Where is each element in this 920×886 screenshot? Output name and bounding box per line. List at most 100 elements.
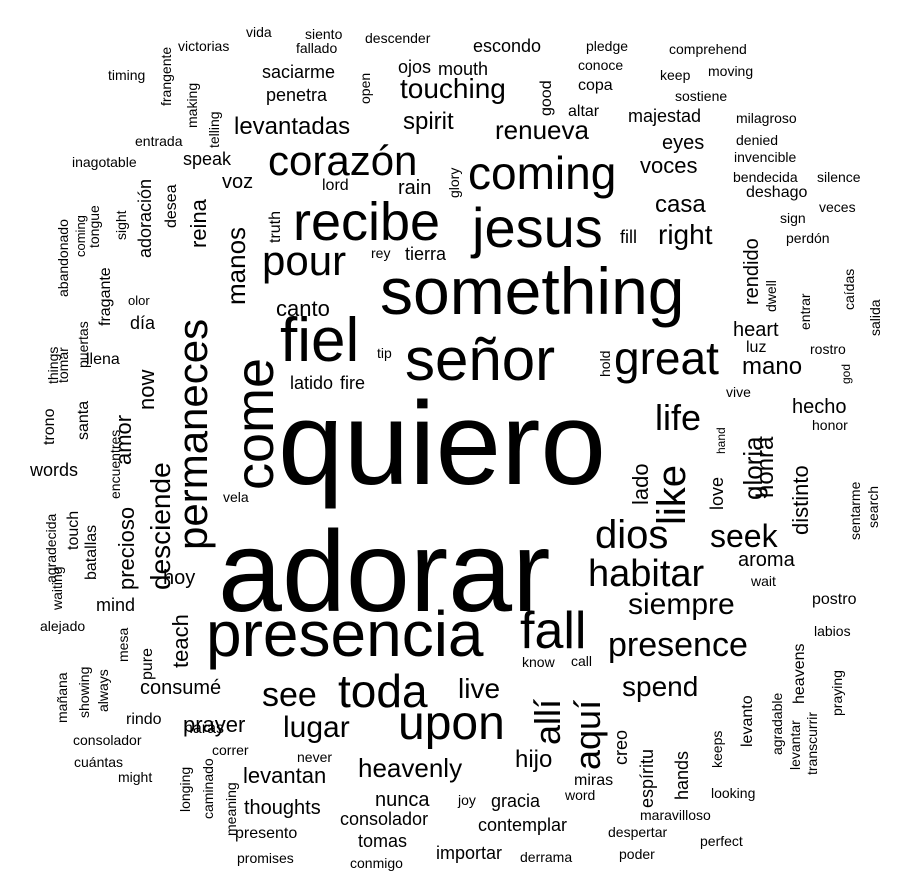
cloud-word: great: [614, 332, 719, 384]
cloud-word: renueva: [495, 115, 589, 145]
cloud-word: habitar: [588, 553, 705, 595]
cloud-word: frangente: [158, 46, 174, 106]
cloud-word: levanto: [739, 695, 756, 747]
cloud-word: santa: [75, 400, 92, 440]
cloud-word: fill: [620, 227, 637, 247]
cloud-word: lord: [322, 177, 349, 194]
cloud-word: recibe: [293, 192, 441, 252]
cloud-word: hand: [714, 427, 728, 454]
cloud-word: harás: [184, 720, 225, 737]
cloud-word: presento: [235, 825, 298, 842]
cloud-word: rindo: [126, 711, 162, 728]
cloud-word: sight: [113, 210, 129, 240]
cloud-word: derrama: [520, 849, 573, 865]
cloud-word: victorias: [178, 38, 230, 54]
cloud-word: milagroso: [736, 110, 797, 126]
cloud-word: fragante: [97, 267, 114, 326]
cloud-word: trono: [41, 408, 58, 445]
cloud-word: jesus: [472, 196, 603, 259]
cloud-word: entrada: [135, 133, 183, 149]
cloud-word: right: [658, 219, 713, 250]
cloud-word: agradable: [769, 692, 785, 755]
cloud-word: heavens: [791, 643, 808, 705]
cloud-word: altar: [568, 103, 600, 120]
cloud-word: honor: [812, 417, 848, 433]
cloud-word: might: [118, 769, 153, 785]
cloud-word: words: [30, 460, 79, 480]
cloud-word: vive: [726, 384, 751, 400]
cloud-word: postro: [812, 591, 857, 608]
cloud-word: promises: [237, 850, 294, 866]
cloud-word: quiero: [278, 378, 607, 510]
cloud-word: moving: [708, 63, 754, 79]
cloud-word: deshago: [746, 184, 808, 201]
cloud-word: mind: [96, 595, 136, 615]
cloud-word: consolador: [340, 809, 429, 829]
cloud-word: showing: [76, 666, 92, 718]
cloud-word: vida: [246, 24, 272, 40]
cloud-word: majestad: [628, 106, 702, 126]
cloud-word: casa: [655, 191, 706, 218]
cloud-word: sentarme: [847, 481, 863, 540]
cloud-word: life: [655, 397, 702, 438]
cloud-word: ojos: [398, 57, 432, 77]
cloud-word: seek: [710, 518, 778, 554]
cloud-word: encuentres: [107, 429, 123, 499]
cloud-word: telling: [206, 111, 222, 148]
cloud-word: penetra: [266, 85, 328, 105]
cloud-word: invencible: [734, 149, 797, 165]
cloud-word: transcurrir: [804, 711, 820, 775]
cloud-word: batallas: [83, 524, 100, 580]
cloud-word: siempre: [628, 588, 735, 621]
cloud-word: voz: [222, 171, 254, 193]
cloud-word: lado: [628, 463, 653, 505]
cloud-word: consumé: [140, 677, 222, 699]
cloud-word: live: [458, 673, 501, 704]
cloud-word: contemplar: [478, 815, 568, 835]
cloud-word: honra: [752, 436, 779, 498]
cloud-word: hoy: [163, 567, 196, 589]
cloud-word: distinto: [788, 465, 813, 535]
cloud-word: veces: [819, 199, 856, 215]
cloud-word: canto: [276, 296, 330, 321]
cloud-word: toda: [338, 665, 428, 717]
cloud-word: god: [839, 363, 853, 384]
cloud-word: hands: [672, 750, 692, 800]
cloud-word: precioso: [114, 506, 139, 590]
cloud-word: sostiene: [675, 88, 728, 104]
cloud-word: levantan: [243, 763, 327, 788]
cloud-word: inagotable: [72, 154, 137, 170]
cloud-word: fallado: [296, 40, 338, 56]
cloud-word: creo: [611, 729, 631, 765]
cloud-word: touching: [400, 73, 506, 104]
cloud-word: longing: [177, 766, 193, 812]
cloud-word: teach: [168, 614, 193, 668]
cloud-word: spirit: [403, 108, 454, 135]
cloud-word: correr: [212, 742, 249, 758]
cloud-word: know: [522, 654, 555, 670]
cloud-word: praying: [829, 670, 845, 716]
cloud-word: speak: [183, 149, 232, 169]
cloud-word: señor: [405, 326, 556, 393]
cloud-word: comprehend: [669, 41, 747, 57]
cloud-word: heavenly: [358, 753, 463, 783]
cloud-word: always: [95, 669, 111, 712]
cloud-word: cuántas: [74, 754, 124, 770]
cloud-word: rey: [371, 245, 391, 261]
cloud-word: espíritu: [637, 748, 657, 808]
cloud-word: aquí: [567, 699, 608, 770]
cloud-word: rain: [398, 177, 432, 199]
cloud-word: wait: [751, 573, 776, 589]
cloud-word: gracia: [491, 791, 541, 811]
cloud-word: tierra: [405, 244, 447, 264]
cloud-word: desea: [163, 184, 180, 228]
cloud-word: tomas: [358, 831, 408, 851]
cloud-word: come: [225, 357, 285, 490]
cloud-word: entrar: [797, 293, 813, 330]
cloud-word: conmigo: [350, 855, 403, 871]
cloud-word: mesa: [115, 627, 131, 662]
cloud-word: aroma: [738, 549, 795, 571]
cloud-word: luz: [746, 339, 767, 356]
cloud-word: escondo: [473, 36, 542, 56]
